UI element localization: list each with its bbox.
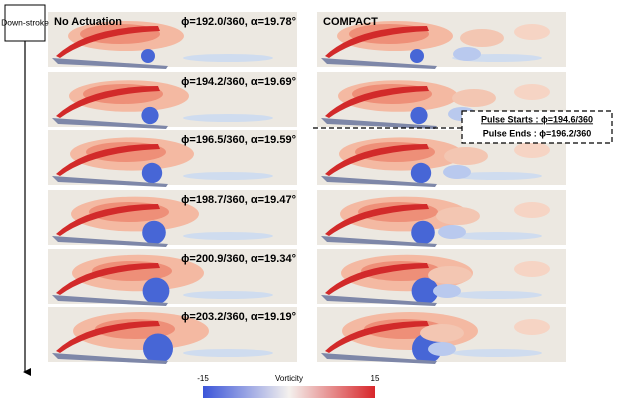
wake-vortex-neg [453,47,481,61]
shear-layer [325,263,429,295]
colorbar [203,386,375,398]
shear-layer [56,204,160,236]
airfoil [52,118,168,129]
vortex-negative [142,220,166,245]
wake-vortex-neg [428,342,456,356]
wake-vortex-far [514,84,550,100]
shear-layer [56,144,160,176]
colorbar-max: 15 [371,374,380,383]
vortex-negative [410,49,424,63]
panels: No Actuation COMPACT ϕ=192.0/360, α=19.78°… [48,12,566,364]
row-label: ϕ=198.7/360, α=19.47° [181,194,296,206]
vortex-negative [410,162,432,184]
shear-layer [325,204,429,236]
wake-vortex-far [514,319,550,335]
airfoil [52,353,168,364]
vortex-negative [411,277,439,305]
wake-vortex [452,89,496,107]
vortex-negative [141,106,159,125]
shear-layer [56,26,160,58]
wake [183,172,273,180]
vortex-negative [141,49,155,63]
shear-layer [325,321,429,353]
annotation-box [461,110,613,144]
airfoil [321,236,437,247]
row-label: ϕ=203.2/360, α=19.19° [181,311,296,323]
wake [183,291,273,299]
vortex-negative [141,162,163,184]
row-label: ϕ=200.9/360, α=19.34° [181,253,296,265]
vortex-negative [411,220,435,245]
colorbar-min: -15 [197,374,209,383]
wake [183,54,273,62]
shear-layer [325,26,429,58]
side-label: Down-stroke [1,17,49,27]
wake-vortex-far [514,24,550,40]
row-label: ϕ=192.0/360, α=19.78° [181,16,296,28]
wake [183,232,273,240]
wake-vortex-neg [433,284,461,298]
wake [183,114,273,122]
airfoil [321,176,437,187]
shear-layer [325,144,429,176]
wake-vortex [460,29,504,47]
vortex-negative [143,333,173,364]
wake [452,232,542,240]
airfoil [52,58,168,69]
airfoil [52,176,168,187]
wake-vortex [420,324,464,342]
shear-layer [56,263,160,295]
vortex-negative [142,277,170,305]
wake [183,349,273,357]
wake [452,291,542,299]
wake-vortex-neg [443,165,471,179]
shear-layer [325,86,429,118]
airfoil [52,236,168,247]
wake-vortex [444,147,488,165]
wake [452,172,542,180]
row-label: ϕ=196.5/360, α=19.59° [181,134,296,146]
column-title: No Actuation [54,16,122,28]
shear-layer [56,86,160,118]
airfoil [52,295,168,306]
wake-vortex-far [514,261,550,277]
column-title: COMPACT [323,16,378,28]
side-label-box [4,4,46,42]
wake-vortex [428,266,472,284]
annotation-text: Pulse Ends : ϕ=196.2/360 [483,128,592,138]
vortex-negative [410,106,428,125]
row-label: ϕ=194.2/360, α=19.69° [181,76,296,88]
wake-vortex-far [514,142,550,158]
airfoil [321,58,437,69]
wake-vortex-far [514,202,550,218]
annotation-text: Pulse Starts : ϕ=194.6/360 [481,114,593,124]
wake [452,349,542,357]
airfoil [321,118,437,129]
airfoil [321,353,437,364]
wake-vortex-neg [438,225,466,239]
wake-vortex [436,207,480,225]
shear-layer [56,321,160,353]
colorbar-label: Vorticity [275,374,303,383]
airfoil [321,295,437,306]
